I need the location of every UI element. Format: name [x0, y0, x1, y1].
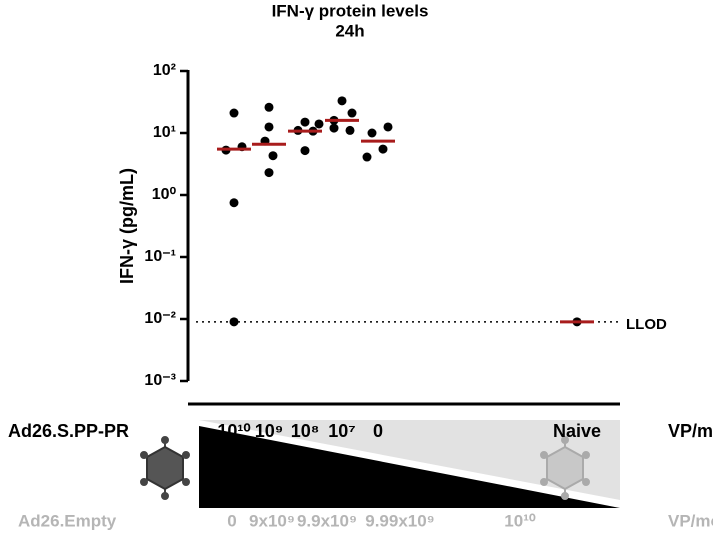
y-tick-label: 10⁰ [152, 186, 177, 203]
data-point [383, 122, 393, 132]
x-tick-label: 0 [373, 421, 383, 441]
row2-value: 0 [227, 511, 236, 530]
y-tick-label: 10⁻¹ [144, 248, 176, 265]
data-point [378, 144, 388, 154]
row2-unit: VP/mouse [668, 511, 713, 530]
x-tick-label: Naive [553, 421, 601, 441]
row2-label: Ad26.Empty [18, 511, 117, 530]
row2-value: 9.99x10⁹ [365, 511, 435, 530]
data-point [264, 102, 274, 112]
data-point [229, 198, 239, 208]
data-point [300, 117, 310, 127]
data-point [367, 128, 377, 138]
x-tick-label: 10⁷ [328, 421, 355, 441]
row2-value: 9x10⁹ [249, 511, 295, 530]
data-point [229, 108, 239, 118]
y-tick-label: 10⁻³ [144, 372, 176, 389]
row2-value: 9.9x10⁹ [297, 511, 357, 530]
data-point [337, 96, 347, 106]
data-point [347, 108, 357, 118]
row1-unit: VP/mouse [668, 421, 713, 441]
data-point [345, 125, 355, 135]
chart-subtitle: 24h [335, 21, 364, 40]
x-tick-label: 10⁸ [291, 421, 320, 441]
x-tick-label: 10¹⁰ [217, 421, 250, 441]
dose-gradient [199, 426, 620, 508]
data-point [329, 123, 339, 133]
y-tick-label: 10⁻² [144, 310, 176, 327]
row1-label: Ad26.S.PP-PR [8, 421, 129, 441]
y-tick-label: 10¹ [153, 124, 176, 141]
y-tick-label: 10² [153, 62, 176, 79]
data-point [264, 122, 274, 132]
empty-gradient [199, 420, 620, 500]
chart-title: IFN-γ protein levels [272, 1, 429, 20]
row2-value: 10¹⁰ [504, 511, 536, 530]
virus-icon-dark [140, 436, 190, 500]
virus-icon-light [540, 436, 590, 500]
y-axis-label: IFN-γ (pg/mL) [117, 168, 137, 284]
data-point [229, 317, 239, 327]
llod-label: LLOD [626, 316, 667, 333]
data-point [314, 119, 324, 129]
data-point [264, 168, 274, 178]
x-tick-label: 10⁹ [255, 421, 284, 441]
data-point [268, 151, 278, 161]
data-point [300, 146, 310, 156]
data-point [362, 152, 372, 162]
